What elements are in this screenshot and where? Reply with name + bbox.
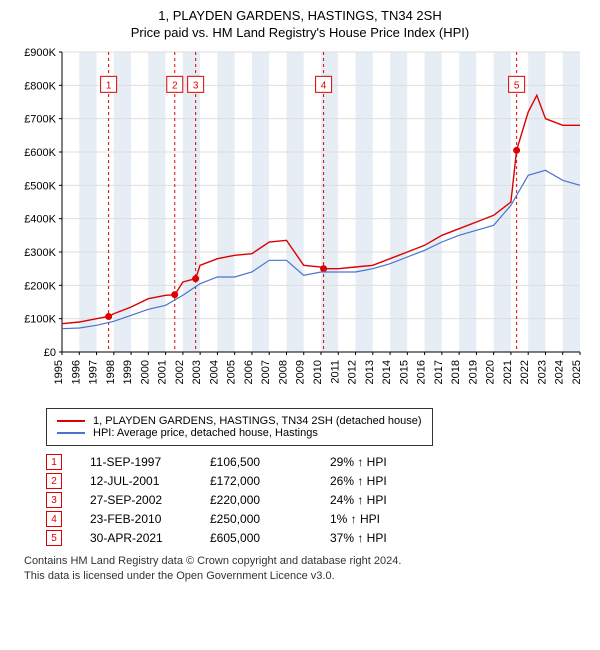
transaction-date: 12-JUL-2001 bbox=[90, 474, 210, 488]
svg-text:2017: 2017 bbox=[433, 360, 445, 384]
transaction-hpi-delta: 24% ↑ HPI bbox=[330, 493, 430, 507]
transaction-marker-number: 4 bbox=[46, 511, 62, 527]
transaction-marker-number: 5 bbox=[46, 530, 62, 546]
svg-text:3: 3 bbox=[193, 80, 199, 91]
transaction-date: 23-FEB-2010 bbox=[90, 512, 210, 526]
chart: £0 £100K £200K £300K £400K £500K £600K £700K £80… bbox=[12, 44, 588, 404]
svg-text:2: 2 bbox=[172, 80, 178, 91]
title-line-1: 1, PLAYDEN GARDENS, HASTINGS, TN34 2SH bbox=[12, 8, 588, 23]
svg-text:1995: 1995 bbox=[53, 360, 65, 384]
transaction-price: £250,000 bbox=[210, 512, 330, 526]
svg-text:2010: 2010 bbox=[312, 360, 324, 384]
svg-text:2014: 2014 bbox=[381, 360, 393, 384]
transaction-marker-number: 3 bbox=[46, 492, 62, 508]
svg-text:2005: 2005 bbox=[226, 360, 238, 384]
svg-text:£700K: £700K bbox=[24, 114, 56, 126]
svg-text:2013: 2013 bbox=[364, 360, 376, 384]
title-block: 1, PLAYDEN GARDENS, HASTINGS, TN34 2SH P… bbox=[12, 8, 588, 40]
svg-text:£100K: £100K bbox=[24, 314, 56, 326]
svg-text:2007: 2007 bbox=[260, 360, 272, 384]
transaction-price: £220,000 bbox=[210, 493, 330, 507]
svg-text:£600K: £600K bbox=[24, 147, 56, 159]
transaction-row: 5 30-APR-2021£605,00037% ↑ HPI bbox=[46, 530, 588, 546]
transaction-price: £172,000 bbox=[210, 474, 330, 488]
transaction-row: 2 12-JUL-2001£172,00026% ↑ HPI bbox=[46, 473, 588, 489]
svg-text:2011: 2011 bbox=[329, 360, 341, 384]
transaction-date: 27-SEP-2002 bbox=[90, 493, 210, 507]
svg-text:£900K: £900K bbox=[24, 47, 56, 59]
svg-text:5: 5 bbox=[514, 80, 520, 91]
svg-text:2004: 2004 bbox=[208, 360, 220, 384]
svg-text:2006: 2006 bbox=[243, 360, 255, 384]
svg-text:£800K: £800K bbox=[24, 80, 56, 92]
legend-item: HPI: Average price, detached house, Hast… bbox=[57, 427, 422, 439]
footnote-line-2: This data is licensed under the Open Gov… bbox=[24, 569, 588, 584]
chart-svg: £0 £100K £200K £300K £400K £500K £600K £700K £80… bbox=[12, 44, 588, 404]
svg-text:2003: 2003 bbox=[191, 360, 203, 384]
transaction-row: 3 27-SEP-2002£220,00024% ↑ HPI bbox=[46, 492, 588, 508]
transaction-marker-number: 1 bbox=[46, 454, 62, 470]
footnote: Contains HM Land Registry data © Crown c… bbox=[24, 554, 588, 584]
legend-label: HPI: Average price, detached house, Hast… bbox=[93, 427, 318, 439]
transaction-row: 4 23-FEB-2010£250,0001% ↑ HPI bbox=[46, 511, 588, 527]
svg-text:2023: 2023 bbox=[536, 360, 548, 384]
svg-text:2009: 2009 bbox=[295, 360, 307, 384]
transaction-hpi-delta: 26% ↑ HPI bbox=[330, 474, 430, 488]
transaction-hpi-delta: 37% ↑ HPI bbox=[330, 531, 430, 545]
svg-text:2022: 2022 bbox=[519, 360, 531, 384]
transaction-hpi-delta: 1% ↑ HPI bbox=[330, 512, 430, 526]
svg-text:2020: 2020 bbox=[485, 360, 497, 384]
svg-text:£200K: £200K bbox=[24, 280, 56, 292]
chart-container: 1, PLAYDEN GARDENS, HASTINGS, TN34 2SH P… bbox=[0, 0, 600, 596]
svg-text:2012: 2012 bbox=[347, 360, 359, 384]
svg-text:2008: 2008 bbox=[277, 360, 289, 384]
svg-text:2024: 2024 bbox=[554, 360, 566, 384]
svg-text:2018: 2018 bbox=[450, 360, 462, 384]
svg-text:£300K: £300K bbox=[24, 247, 56, 259]
legend-swatch bbox=[57, 420, 85, 422]
legend-swatch bbox=[57, 432, 85, 434]
svg-text:£0: £0 bbox=[44, 347, 56, 359]
legend-label: 1, PLAYDEN GARDENS, HASTINGS, TN34 2SH (… bbox=[93, 415, 422, 427]
svg-text:2019: 2019 bbox=[467, 360, 479, 384]
transaction-price: £106,500 bbox=[210, 455, 330, 469]
svg-text:1998: 1998 bbox=[105, 360, 117, 384]
svg-text:2021: 2021 bbox=[502, 360, 514, 384]
transaction-date: 30-APR-2021 bbox=[90, 531, 210, 545]
svg-text:1996: 1996 bbox=[70, 360, 82, 384]
svg-text:1999: 1999 bbox=[122, 360, 134, 384]
svg-text:2001: 2001 bbox=[157, 360, 169, 384]
svg-text:2000: 2000 bbox=[139, 360, 151, 384]
svg-text:2016: 2016 bbox=[416, 360, 428, 384]
transaction-hpi-delta: 29% ↑ HPI bbox=[330, 455, 430, 469]
footnote-line-1: Contains HM Land Registry data © Crown c… bbox=[24, 554, 588, 569]
svg-text:1997: 1997 bbox=[88, 360, 100, 384]
transaction-price: £605,000 bbox=[210, 531, 330, 545]
svg-text:£400K: £400K bbox=[24, 214, 56, 226]
svg-text:2015: 2015 bbox=[398, 360, 410, 384]
legend-item: 1, PLAYDEN GARDENS, HASTINGS, TN34 2SH (… bbox=[57, 415, 422, 427]
svg-text:£500K: £500K bbox=[24, 180, 56, 192]
transaction-date: 11-SEP-1997 bbox=[90, 455, 210, 469]
legend: 1, PLAYDEN GARDENS, HASTINGS, TN34 2SH (… bbox=[46, 408, 433, 446]
transaction-row: 1 11-SEP-1997£106,50029% ↑ HPI bbox=[46, 454, 588, 470]
transaction-table: 1 11-SEP-1997£106,50029% ↑ HPI 2 12-JUL-200… bbox=[46, 454, 588, 546]
transaction-marker-number: 2 bbox=[46, 473, 62, 489]
title-line-2: Price paid vs. HM Land Registry's House … bbox=[12, 25, 588, 40]
svg-text:4: 4 bbox=[321, 80, 327, 91]
svg-text:2025: 2025 bbox=[571, 360, 583, 384]
svg-text:1: 1 bbox=[106, 80, 112, 91]
svg-text:2002: 2002 bbox=[174, 360, 186, 384]
